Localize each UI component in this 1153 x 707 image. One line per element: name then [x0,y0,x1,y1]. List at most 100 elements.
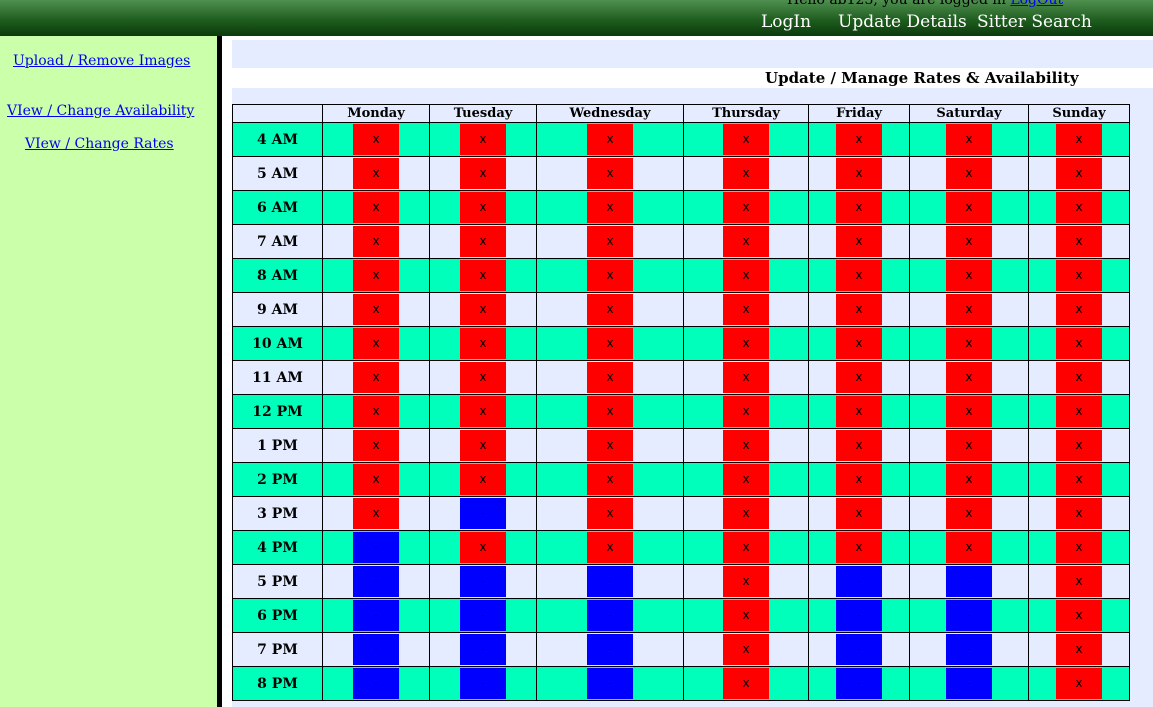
unavailable-slot-toggle[interactable]: x [460,328,506,359]
unavailable-slot-toggle[interactable]: x [1056,362,1102,393]
unavailable-slot-toggle[interactable]: x [723,260,769,291]
unavailable-slot-toggle[interactable]: x [1056,294,1102,325]
unavailable-slot-toggle[interactable]: x [946,192,992,223]
logout-link[interactable]: LogOut [1010,0,1064,8]
unavailable-slot-toggle[interactable]: x [723,158,769,189]
unavailable-slot-toggle[interactable]: x [353,464,399,495]
unavailable-slot-toggle[interactable]: x [836,192,882,223]
available-slot-toggle[interactable]: - [946,566,992,597]
available-slot-toggle[interactable]: - [946,634,992,665]
unavailable-slot-toggle[interactable]: x [1056,668,1102,699]
unavailable-slot-toggle[interactable]: x [460,226,506,257]
unavailable-slot-toggle[interactable]: x [723,430,769,461]
available-slot-toggle[interactable]: - [353,600,399,631]
unavailable-slot-toggle[interactable]: x [460,430,506,461]
unavailable-slot-toggle[interactable]: x [723,362,769,393]
unavailable-slot-toggle[interactable]: x [353,226,399,257]
unavailable-slot-toggle[interactable]: x [836,260,882,291]
available-slot-toggle[interactable]: - [836,668,882,699]
unavailable-slot-toggle[interactable]: x [836,226,882,257]
unavailable-slot-toggle[interactable]: x [946,328,992,359]
available-slot-toggle[interactable]: - [946,600,992,631]
available-slot-toggle[interactable]: - [460,600,506,631]
unavailable-slot-toggle[interactable]: x [946,294,992,325]
unavailable-slot-toggle[interactable]: x [587,226,633,257]
unavailable-slot-toggle[interactable]: x [723,634,769,665]
available-slot-toggle[interactable]: - [460,566,506,597]
unavailable-slot-toggle[interactable]: x [946,464,992,495]
unavailable-slot-toggle[interactable]: x [723,668,769,699]
unavailable-slot-toggle[interactable]: x [587,498,633,529]
available-slot-toggle[interactable]: - [460,668,506,699]
unavailable-slot-toggle[interactable]: x [946,498,992,529]
unavailable-slot-toggle[interactable]: x [587,124,633,155]
available-slot-toggle[interactable]: - [353,668,399,699]
available-slot-toggle[interactable]: - [587,634,633,665]
sidebar-link-upload-remove-images[interactable]: Upload / Remove Images [13,53,191,69]
unavailable-slot-toggle[interactable]: x [460,362,506,393]
available-slot-toggle[interactable]: - [353,532,399,563]
unavailable-slot-toggle[interactable]: x [836,464,882,495]
unavailable-slot-toggle[interactable]: x [460,192,506,223]
unavailable-slot-toggle[interactable]: x [587,294,633,325]
nav-login[interactable]: LogIn [761,12,812,32]
sidebar-link-view-change-availability[interactable]: VIew / Change Availability [7,103,195,119]
unavailable-slot-toggle[interactable]: x [836,532,882,563]
available-slot-toggle[interactable]: - [587,600,633,631]
unavailable-slot-toggle[interactable]: x [353,294,399,325]
unavailable-slot-toggle[interactable]: x [723,124,769,155]
available-slot-toggle[interactable]: - [353,566,399,597]
available-slot-toggle[interactable]: - [460,498,506,529]
unavailable-slot-toggle[interactable]: x [836,396,882,427]
unavailable-slot-toggle[interactable]: x [723,396,769,427]
unavailable-slot-toggle[interactable]: x [1056,158,1102,189]
unavailable-slot-toggle[interactable]: x [946,226,992,257]
unavailable-slot-toggle[interactable]: x [460,532,506,563]
sidebar-link-view-change-rates[interactable]: VIew / Change Rates [25,136,174,152]
unavailable-slot-toggle[interactable]: x [587,396,633,427]
unavailable-slot-toggle[interactable]: x [723,464,769,495]
unavailable-slot-toggle[interactable]: x [587,260,633,291]
unavailable-slot-toggle[interactable]: x [587,362,633,393]
available-slot-toggle[interactable]: - [836,634,882,665]
unavailable-slot-toggle[interactable]: x [353,192,399,223]
unavailable-slot-toggle[interactable]: x [353,328,399,359]
available-slot-toggle[interactable]: - [836,600,882,631]
unavailable-slot-toggle[interactable]: x [1056,328,1102,359]
unavailable-slot-toggle[interactable]: x [587,158,633,189]
unavailable-slot-toggle[interactable]: x [946,532,992,563]
unavailable-slot-toggle[interactable]: x [460,124,506,155]
unavailable-slot-toggle[interactable]: x [946,260,992,291]
unavailable-slot-toggle[interactable]: x [1056,634,1102,665]
unavailable-slot-toggle[interactable]: x [460,260,506,291]
unavailable-slot-toggle[interactable]: x [587,328,633,359]
unavailable-slot-toggle[interactable]: x [1056,600,1102,631]
unavailable-slot-toggle[interactable]: x [946,158,992,189]
unavailable-slot-toggle[interactable]: x [353,260,399,291]
unavailable-slot-toggle[interactable]: x [836,158,882,189]
unavailable-slot-toggle[interactable]: x [1056,396,1102,427]
available-slot-toggle[interactable]: - [587,668,633,699]
available-slot-toggle[interactable]: - [460,634,506,665]
unavailable-slot-toggle[interactable]: x [460,464,506,495]
unavailable-slot-toggle[interactable]: x [587,192,633,223]
unavailable-slot-toggle[interactable]: x [460,158,506,189]
unavailable-slot-toggle[interactable]: x [723,226,769,257]
unavailable-slot-toggle[interactable]: x [1056,226,1102,257]
unavailable-slot-toggle[interactable]: x [723,192,769,223]
unavailable-slot-toggle[interactable]: x [946,362,992,393]
unavailable-slot-toggle[interactable]: x [587,430,633,461]
unavailable-slot-toggle[interactable]: x [1056,124,1102,155]
nav-sitter-search[interactable]: Sitter Search [977,12,1092,32]
unavailable-slot-toggle[interactable]: x [946,430,992,461]
unavailable-slot-toggle[interactable]: x [1056,498,1102,529]
available-slot-toggle[interactable]: - [836,566,882,597]
unavailable-slot-toggle[interactable]: x [723,328,769,359]
unavailable-slot-toggle[interactable]: x [723,600,769,631]
available-slot-toggle[interactable]: - [353,634,399,665]
unavailable-slot-toggle[interactable]: x [353,430,399,461]
nav-update-details[interactable]: Update Details [838,12,967,32]
unavailable-slot-toggle[interactable]: x [1056,430,1102,461]
unavailable-slot-toggle[interactable]: x [836,294,882,325]
unavailable-slot-toggle[interactable]: x [836,430,882,461]
